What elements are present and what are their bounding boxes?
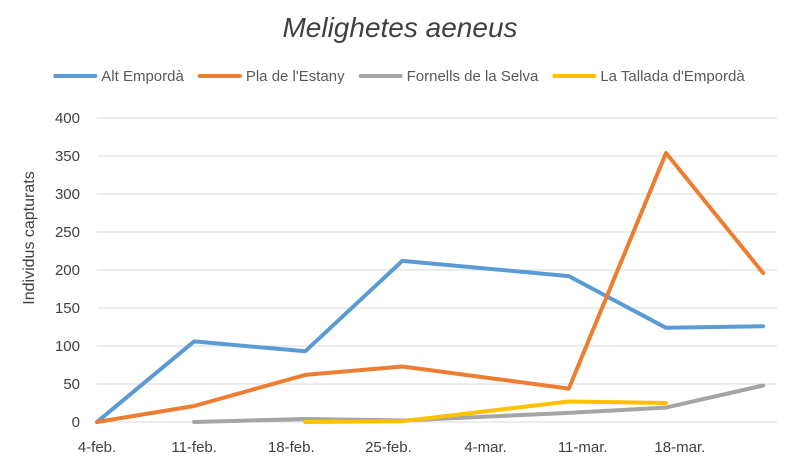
x-tick-label: 4-mar.: [464, 439, 507, 456]
y-tick-label: 100: [55, 338, 80, 355]
y-tick-label: 50: [63, 376, 80, 393]
x-tick-label: 11-feb.: [171, 439, 217, 456]
y-tick-label: 400: [55, 110, 80, 127]
x-axis-ticks: 4-feb. 11-feb. 18-feb. 25-feb. 4-mar. 11-mar.…: [78, 439, 705, 456]
y-tick-label: 300: [55, 186, 80, 203]
x-tick-label: 11-mar.: [558, 439, 608, 456]
x-tick-label: 18-mar.: [654, 439, 705, 456]
y-tick-label: 350: [55, 148, 80, 165]
series-line-1: [95, 258, 766, 424]
legend-label-3: Fornells de la Selva: [407, 68, 539, 85]
series-line-3: [192, 383, 766, 424]
legend: Alt Empordà Pla de l'Estany Fornells de la…: [53, 68, 745, 85]
series-line-4: [303, 399, 668, 424]
y-tick-label: 0: [72, 414, 80, 431]
legend-label-4: La Tallada d'Empordà: [600, 68, 745, 85]
legend-label-1: Alt Empordà: [101, 68, 184, 85]
series-line-2: [95, 151, 766, 424]
series-group: [95, 151, 766, 424]
legend-label-2: Pla de l'Estany: [246, 68, 345, 85]
y-tick-label: 250: [55, 224, 80, 241]
y-axis-label: Individus capturats: [21, 171, 38, 304]
y-tick-label: 150: [55, 300, 80, 317]
x-tick-label: 18-feb.: [268, 439, 315, 456]
chart-title: Melighetes aeneus: [282, 12, 517, 43]
x-tick-label: 25-feb.: [365, 439, 412, 456]
y-axis-ticks: 0 50 100 150 200 250 300 350 400: [55, 110, 80, 431]
x-tick-label: 4-feb.: [78, 439, 116, 456]
grid-lines: [97, 117, 777, 423]
y-tick-label: 200: [55, 262, 80, 279]
